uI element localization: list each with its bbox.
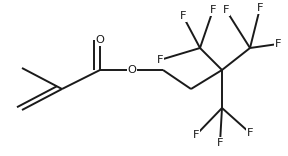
Text: F: F xyxy=(157,55,163,65)
Text: F: F xyxy=(210,5,216,15)
Text: O: O xyxy=(128,65,137,75)
Text: F: F xyxy=(180,11,186,21)
Text: F: F xyxy=(193,130,199,140)
Text: F: F xyxy=(247,128,253,138)
Text: F: F xyxy=(257,3,263,13)
Text: O: O xyxy=(96,35,105,45)
Text: F: F xyxy=(223,5,229,15)
Text: F: F xyxy=(275,39,281,49)
Text: F: F xyxy=(217,138,223,148)
